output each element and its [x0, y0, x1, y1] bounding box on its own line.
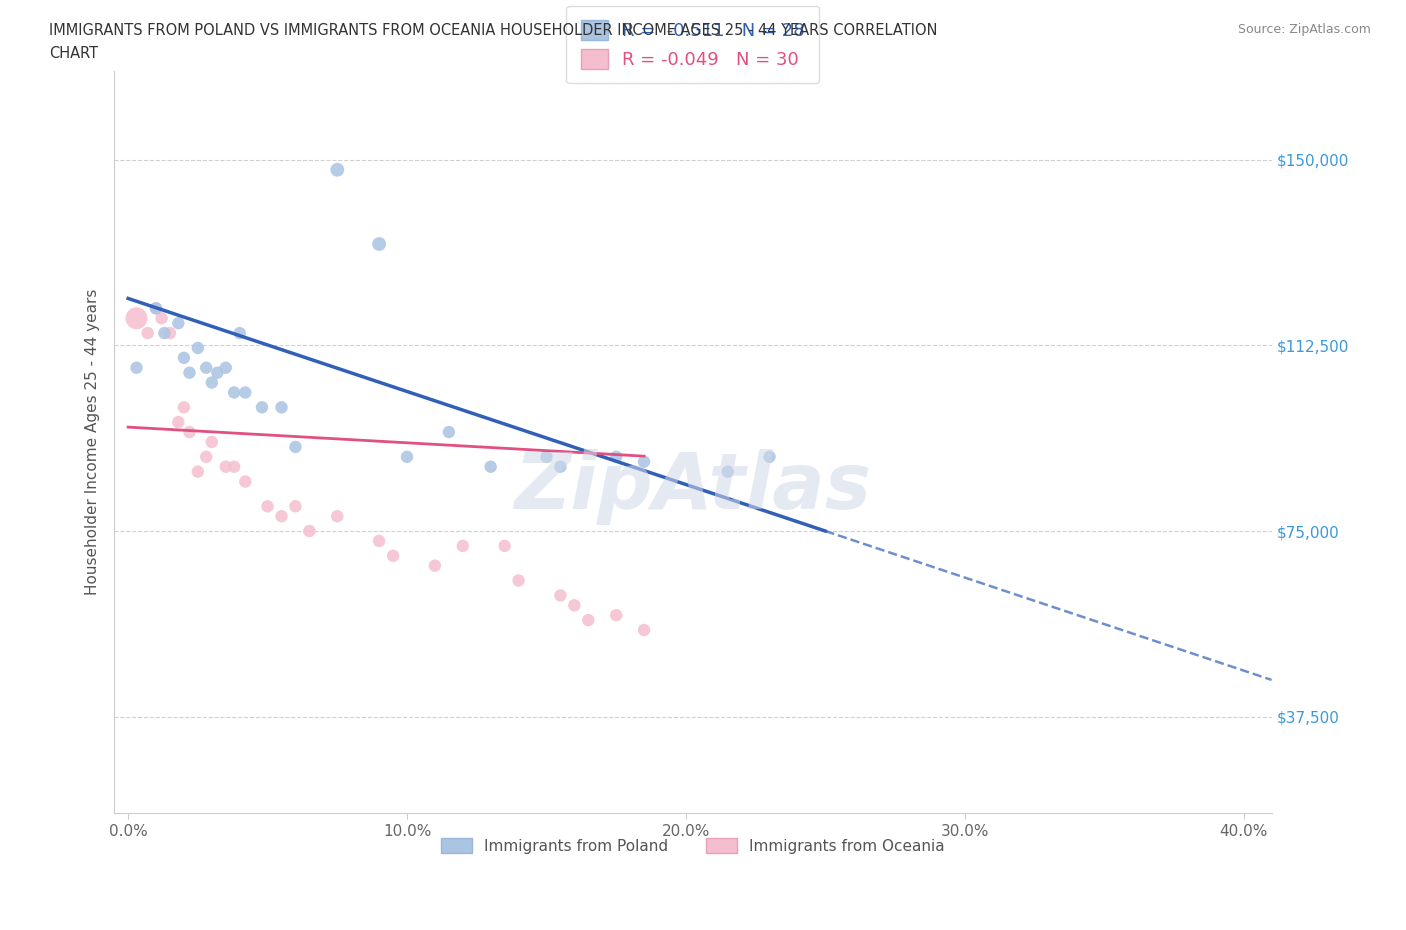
Point — [382, 549, 405, 564]
Point — [207, 365, 229, 380]
Point — [167, 415, 190, 430]
Point — [326, 163, 349, 178]
Point — [153, 326, 176, 340]
Point — [550, 588, 572, 603]
Point — [479, 459, 502, 474]
Point — [125, 311, 148, 325]
Point — [270, 400, 292, 415]
Point — [508, 573, 530, 588]
Point — [605, 449, 627, 464]
Point — [179, 425, 201, 440]
Point — [758, 449, 780, 464]
Point — [195, 360, 218, 375]
Point — [179, 365, 201, 380]
Text: ZipAtlas: ZipAtlas — [515, 448, 872, 525]
Point — [215, 459, 238, 474]
Point — [256, 498, 278, 513]
Point — [605, 607, 627, 622]
Point — [550, 459, 572, 474]
Point — [633, 455, 655, 470]
Point — [395, 449, 418, 464]
Point — [195, 449, 218, 464]
Point — [233, 385, 256, 400]
Point — [187, 464, 209, 479]
Point — [368, 534, 391, 549]
Point — [173, 351, 195, 365]
Point — [201, 434, 224, 449]
Point — [326, 509, 349, 524]
Point — [564, 598, 586, 613]
Point — [145, 301, 167, 316]
Text: Source: ZipAtlas.com: Source: ZipAtlas.com — [1237, 23, 1371, 36]
Point — [633, 622, 655, 637]
Point — [159, 326, 181, 340]
Point — [270, 509, 292, 524]
Point — [224, 459, 246, 474]
Point — [233, 474, 256, 489]
Point — [717, 464, 740, 479]
Point — [423, 558, 446, 573]
Point — [451, 538, 474, 553]
Point — [173, 400, 195, 415]
Point — [187, 340, 209, 355]
Legend: Immigrants from Poland, Immigrants from Oceania: Immigrants from Poland, Immigrants from … — [433, 830, 952, 861]
Point — [437, 425, 460, 440]
Point — [368, 236, 391, 251]
Point — [201, 375, 224, 390]
Point — [536, 449, 558, 464]
Point — [224, 385, 246, 400]
Point — [298, 524, 321, 538]
Point — [136, 326, 159, 340]
Y-axis label: Householder Income Ages 25 - 44 years: Householder Income Ages 25 - 44 years — [86, 289, 100, 595]
Point — [576, 613, 599, 628]
Point — [145, 301, 167, 316]
Point — [250, 400, 273, 415]
Text: IMMIGRANTS FROM POLAND VS IMMIGRANTS FROM OCEANIA HOUSEHOLDER INCOME AGES 25 - 4: IMMIGRANTS FROM POLAND VS IMMIGRANTS FRO… — [49, 23, 938, 38]
Point — [125, 360, 148, 375]
Point — [284, 498, 307, 513]
Point — [228, 326, 250, 340]
Point — [167, 316, 190, 331]
Point — [494, 538, 516, 553]
Point — [215, 360, 238, 375]
Point — [284, 440, 307, 455]
Point — [150, 311, 173, 325]
Text: CHART: CHART — [49, 46, 98, 61]
